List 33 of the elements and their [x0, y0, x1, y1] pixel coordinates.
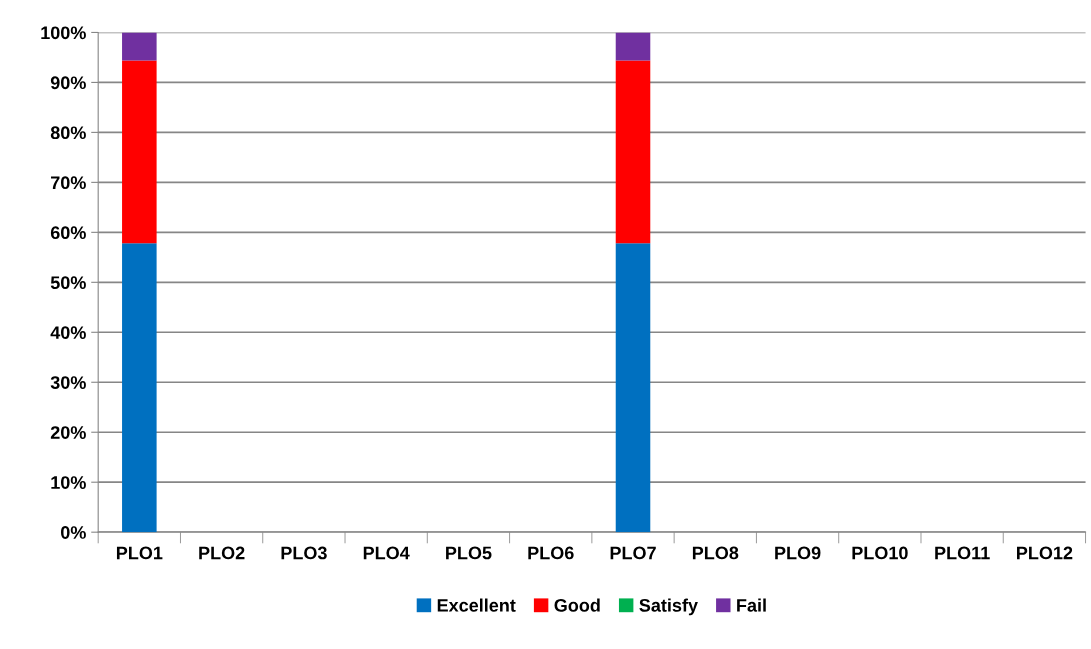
bar	[122, 60, 157, 244]
x-tick-label: PLO8	[692, 546, 739, 560]
bar	[122, 32, 157, 61]
y-tick-label: 90%	[50, 76, 86, 90]
x-tick-label: PLO3	[281, 546, 327, 560]
y-tick-label: 100%	[41, 26, 86, 40]
y-tick-label: 70%	[51, 176, 86, 190]
y-tick-label: 60%	[50, 226, 86, 240]
y-tick-label: 30%	[50, 376, 86, 390]
bar	[122, 243, 157, 533]
x-tick-label: PLO7	[610, 546, 656, 560]
x-tick-label: PLO12	[1017, 546, 1073, 560]
legend-label: Excellent	[437, 598, 516, 612]
x-tick-label: PLO2	[199, 546, 245, 560]
bar	[615, 32, 651, 61]
x-tick-label: PLO11	[935, 546, 990, 560]
x-tick-label: PLO1	[116, 546, 163, 560]
x-tick-label: PLO6	[528, 546, 574, 560]
y-tick-label: 40%	[50, 326, 86, 340]
x-tick-label: PLO9	[775, 546, 821, 560]
y-tick-label: 20%	[50, 426, 86, 439]
bar	[615, 60, 651, 244]
legend-label: Good	[554, 598, 600, 612]
bar	[615, 243, 651, 533]
y-tick-label: 80%	[50, 126, 86, 140]
x-tick-label: PLO5	[446, 546, 492, 560]
y-tick-label: 50%	[50, 276, 86, 290]
y-tick-label: 0%	[61, 526, 86, 539]
x-tick-label: PLO10	[852, 546, 908, 560]
legend-label: Satisfy	[639, 598, 698, 616]
x-tick-label: PLO4	[363, 546, 410, 560]
legend-label: Fail	[737, 598, 766, 612]
y-tick-label: 10%	[51, 476, 86, 489]
